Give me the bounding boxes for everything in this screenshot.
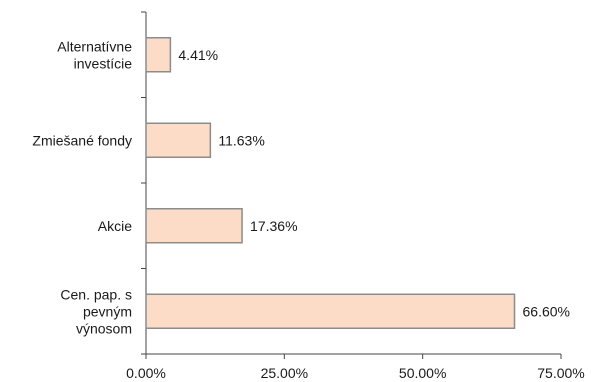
bar [145, 37, 172, 73]
bar [145, 208, 243, 244]
chart-bars [145, 37, 516, 329]
category-label: Akcie [98, 218, 132, 234]
x-tick-label: 25.00% [261, 365, 308, 381]
x-tick-label: 50.00% [399, 365, 446, 381]
data-label: 66.60% [523, 303, 570, 319]
bar [145, 122, 212, 158]
data-label: 11.63% [218, 132, 264, 148]
chart-labels: 0.00% 25.00% 50.00% 75.00% 4.41% Alternatívne… [32, 38, 584, 381]
category-label: Cen. pap. s pevným výnosom [60, 286, 132, 336]
x-tick-label: 0.00% [126, 365, 166, 381]
x-tick-label: 75.00% [537, 365, 584, 381]
data-label: 4.41% [178, 47, 218, 63]
category-label: Zmiešané fondy [32, 132, 132, 148]
bar [145, 293, 516, 329]
data-label: 17.36% [250, 218, 297, 234]
category-label: Alternatívne investície [57, 38, 132, 71]
